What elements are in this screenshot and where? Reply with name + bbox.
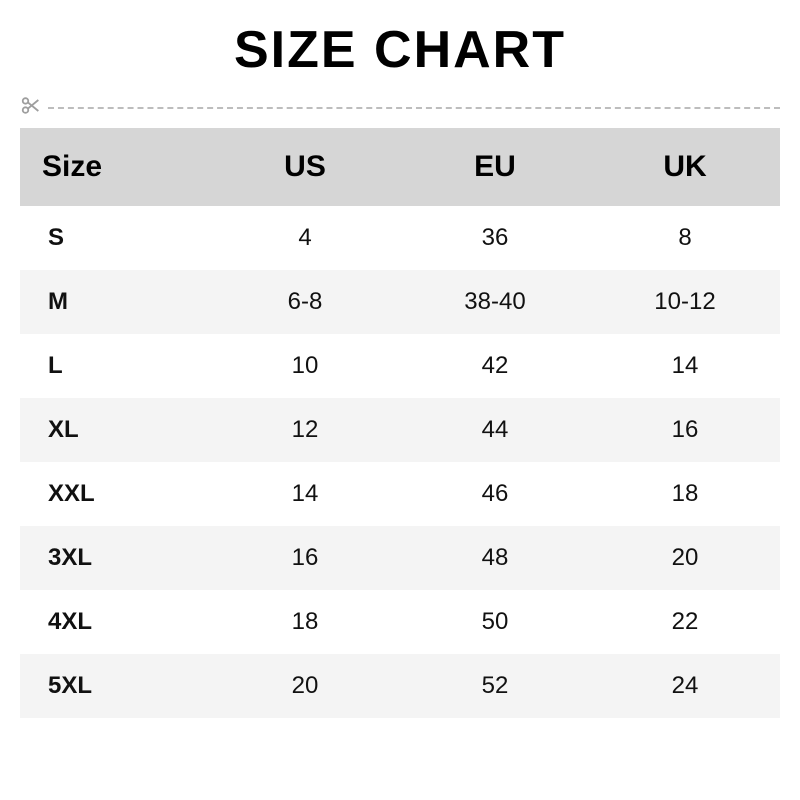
cut-divider [20,98,780,118]
col-uk: UK [590,128,780,206]
cell-uk: 20 [590,526,780,590]
cell-uk: 10-12 [590,270,780,334]
cell-size: 5XL [20,654,210,718]
cell-uk: 8 [590,206,780,270]
cell-eu: 42 [400,334,590,398]
chart-title: SIZE CHART [20,20,780,80]
size-chart-container: SIZE CHART Size US EU UK S 4 36 [0,0,800,718]
cell-us: 20 [210,654,400,718]
cell-uk: 22 [590,590,780,654]
size-chart-table: Size US EU UK S 4 36 8 M 6-8 38-40 10-12… [20,128,780,718]
dashed-line [48,107,780,109]
table-row: M 6-8 38-40 10-12 [20,270,780,334]
cell-size: M [20,270,210,334]
col-size: Size [20,128,210,206]
cell-eu: 48 [400,526,590,590]
cell-us: 18 [210,590,400,654]
cell-size: 3XL [20,526,210,590]
cell-eu: 44 [400,398,590,462]
cell-us: 4 [210,206,400,270]
cell-size: S [20,206,210,270]
table-row: XL 12 44 16 [20,398,780,462]
scissors-icon [20,95,42,122]
table-row: L 10 42 14 [20,334,780,398]
cell-size: 4XL [20,590,210,654]
table-row: S 4 36 8 [20,206,780,270]
table-row: 4XL 18 50 22 [20,590,780,654]
table-header-row: Size US EU UK [20,128,780,206]
table-row: XXL 14 46 18 [20,462,780,526]
cell-size: XL [20,398,210,462]
cell-uk: 16 [590,398,780,462]
col-us: US [210,128,400,206]
col-eu: EU [400,128,590,206]
cell-size: L [20,334,210,398]
cell-us: 10 [210,334,400,398]
cell-eu: 38-40 [400,270,590,334]
cell-us: 12 [210,398,400,462]
cell-uk: 14 [590,334,780,398]
cell-size: XXL [20,462,210,526]
cell-us: 16 [210,526,400,590]
cell-us: 14 [210,462,400,526]
cell-uk: 18 [590,462,780,526]
cell-us: 6-8 [210,270,400,334]
table-row: 5XL 20 52 24 [20,654,780,718]
table-row: 3XL 16 48 20 [20,526,780,590]
cell-eu: 46 [400,462,590,526]
cell-eu: 36 [400,206,590,270]
cell-eu: 52 [400,654,590,718]
cell-uk: 24 [590,654,780,718]
cell-eu: 50 [400,590,590,654]
